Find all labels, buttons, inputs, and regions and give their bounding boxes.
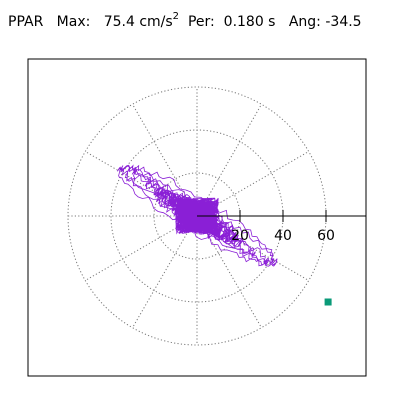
- plot-header: PPAR Max: 75.4 cm/s2 Per: 0.180 s Ang: -…: [8, 11, 362, 31]
- tick-label: 40: [274, 228, 292, 244]
- peak-marker: [324, 298, 332, 306]
- orbit-path: [116, 164, 278, 267]
- plot-frame: [27, 58, 367, 377]
- grid-spoke: [196, 104, 262, 217]
- period-value: 0.180 s: [223, 14, 276, 30]
- max-value: 75.4: [103, 14, 135, 30]
- component-label: PPAR: [8, 14, 44, 30]
- max-unit: cm/s2: [139, 11, 180, 31]
- tick-label: 60: [317, 228, 335, 244]
- max-unit-text: cm/s: [139, 14, 173, 30]
- tick-label: 20: [231, 228, 249, 244]
- max-label: Max:: [56, 14, 91, 30]
- orbit-trace: [116, 164, 278, 267]
- angle-value: -34.5: [325, 14, 362, 30]
- grid-spoke: [132, 215, 198, 328]
- angle-label: Ang:: [288, 14, 321, 30]
- period-label: Per:: [187, 14, 215, 30]
- max-unit-exponent: 2: [172, 11, 180, 22]
- axis-ticks: 20 40 60: [231, 210, 335, 244]
